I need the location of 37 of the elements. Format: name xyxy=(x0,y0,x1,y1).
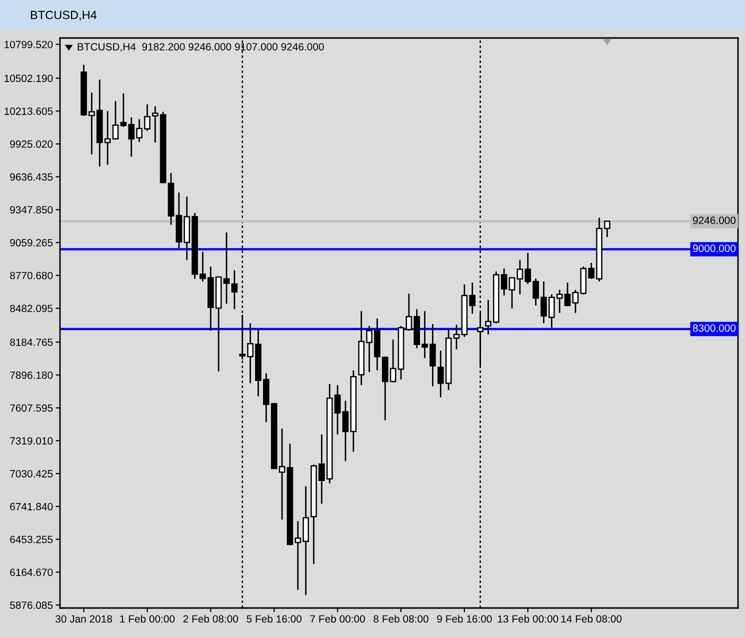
chart-subtitle: BTCUSD,H4 9182.200 9246.000 9107.000 9246.000 xyxy=(78,43,324,52)
candlestick xyxy=(453,324,460,350)
y-tick-label: 8770.680 xyxy=(10,272,53,280)
x-tick-label: 13 Feb 00:00 xyxy=(498,614,558,623)
candlestick xyxy=(231,270,238,310)
y-tick-label: 7607.595 xyxy=(10,404,53,412)
x-tick-label: 8 Feb 08:00 xyxy=(374,614,428,623)
y-tick-label: 10502.190 xyxy=(4,74,53,82)
y-tick-label: 8184.765 xyxy=(10,338,53,346)
chart-title: BTCUSD,H4 xyxy=(30,10,97,21)
x-tick-label: 1 Feb 00:00 xyxy=(120,614,175,623)
ref-line-label: 8300.000 xyxy=(692,324,736,332)
ref-line-label: 9000.000 xyxy=(693,244,736,252)
y-tick-label: 7896.180 xyxy=(10,371,53,379)
y-tick-label: 9059.265 xyxy=(10,239,53,246)
x-tick-label: 2 Feb 08:00 xyxy=(183,614,238,623)
y-tick-label: 6453.255 xyxy=(10,536,53,544)
ref-line-label: 9246.000 xyxy=(693,216,736,224)
x-tick-label: 5 Feb 16:00 xyxy=(246,614,302,623)
y-tick-label: 7319.010 xyxy=(10,437,53,445)
x-tick-label: 7 Feb 00:00 xyxy=(310,614,365,623)
y-tick-label: 6741.840 xyxy=(10,502,53,510)
y-tick-label: 6164.670 xyxy=(10,568,53,576)
y-tick-label: 9636.435 xyxy=(10,173,53,181)
y-tick-label: 10213.605 xyxy=(4,108,53,115)
candlestick xyxy=(564,282,571,307)
y-tick-label: 9925.020 xyxy=(10,140,53,148)
x-tick-label: 30 Jan 2018 xyxy=(56,615,112,623)
y-tick-label: 10799.520 xyxy=(4,40,53,48)
y-tick-label: 8482.095 xyxy=(10,304,53,312)
x-tick-label: 14 Feb 08:00 xyxy=(561,614,622,623)
y-tick-label: 5876.085 xyxy=(10,602,53,609)
candlestick xyxy=(112,100,119,140)
x-tick-label: 9 Feb 16:00 xyxy=(437,614,492,623)
y-tick-label: 7030.425 xyxy=(10,470,53,478)
candlestick xyxy=(508,277,516,310)
y-tick-label: 9347.850 xyxy=(10,206,53,214)
